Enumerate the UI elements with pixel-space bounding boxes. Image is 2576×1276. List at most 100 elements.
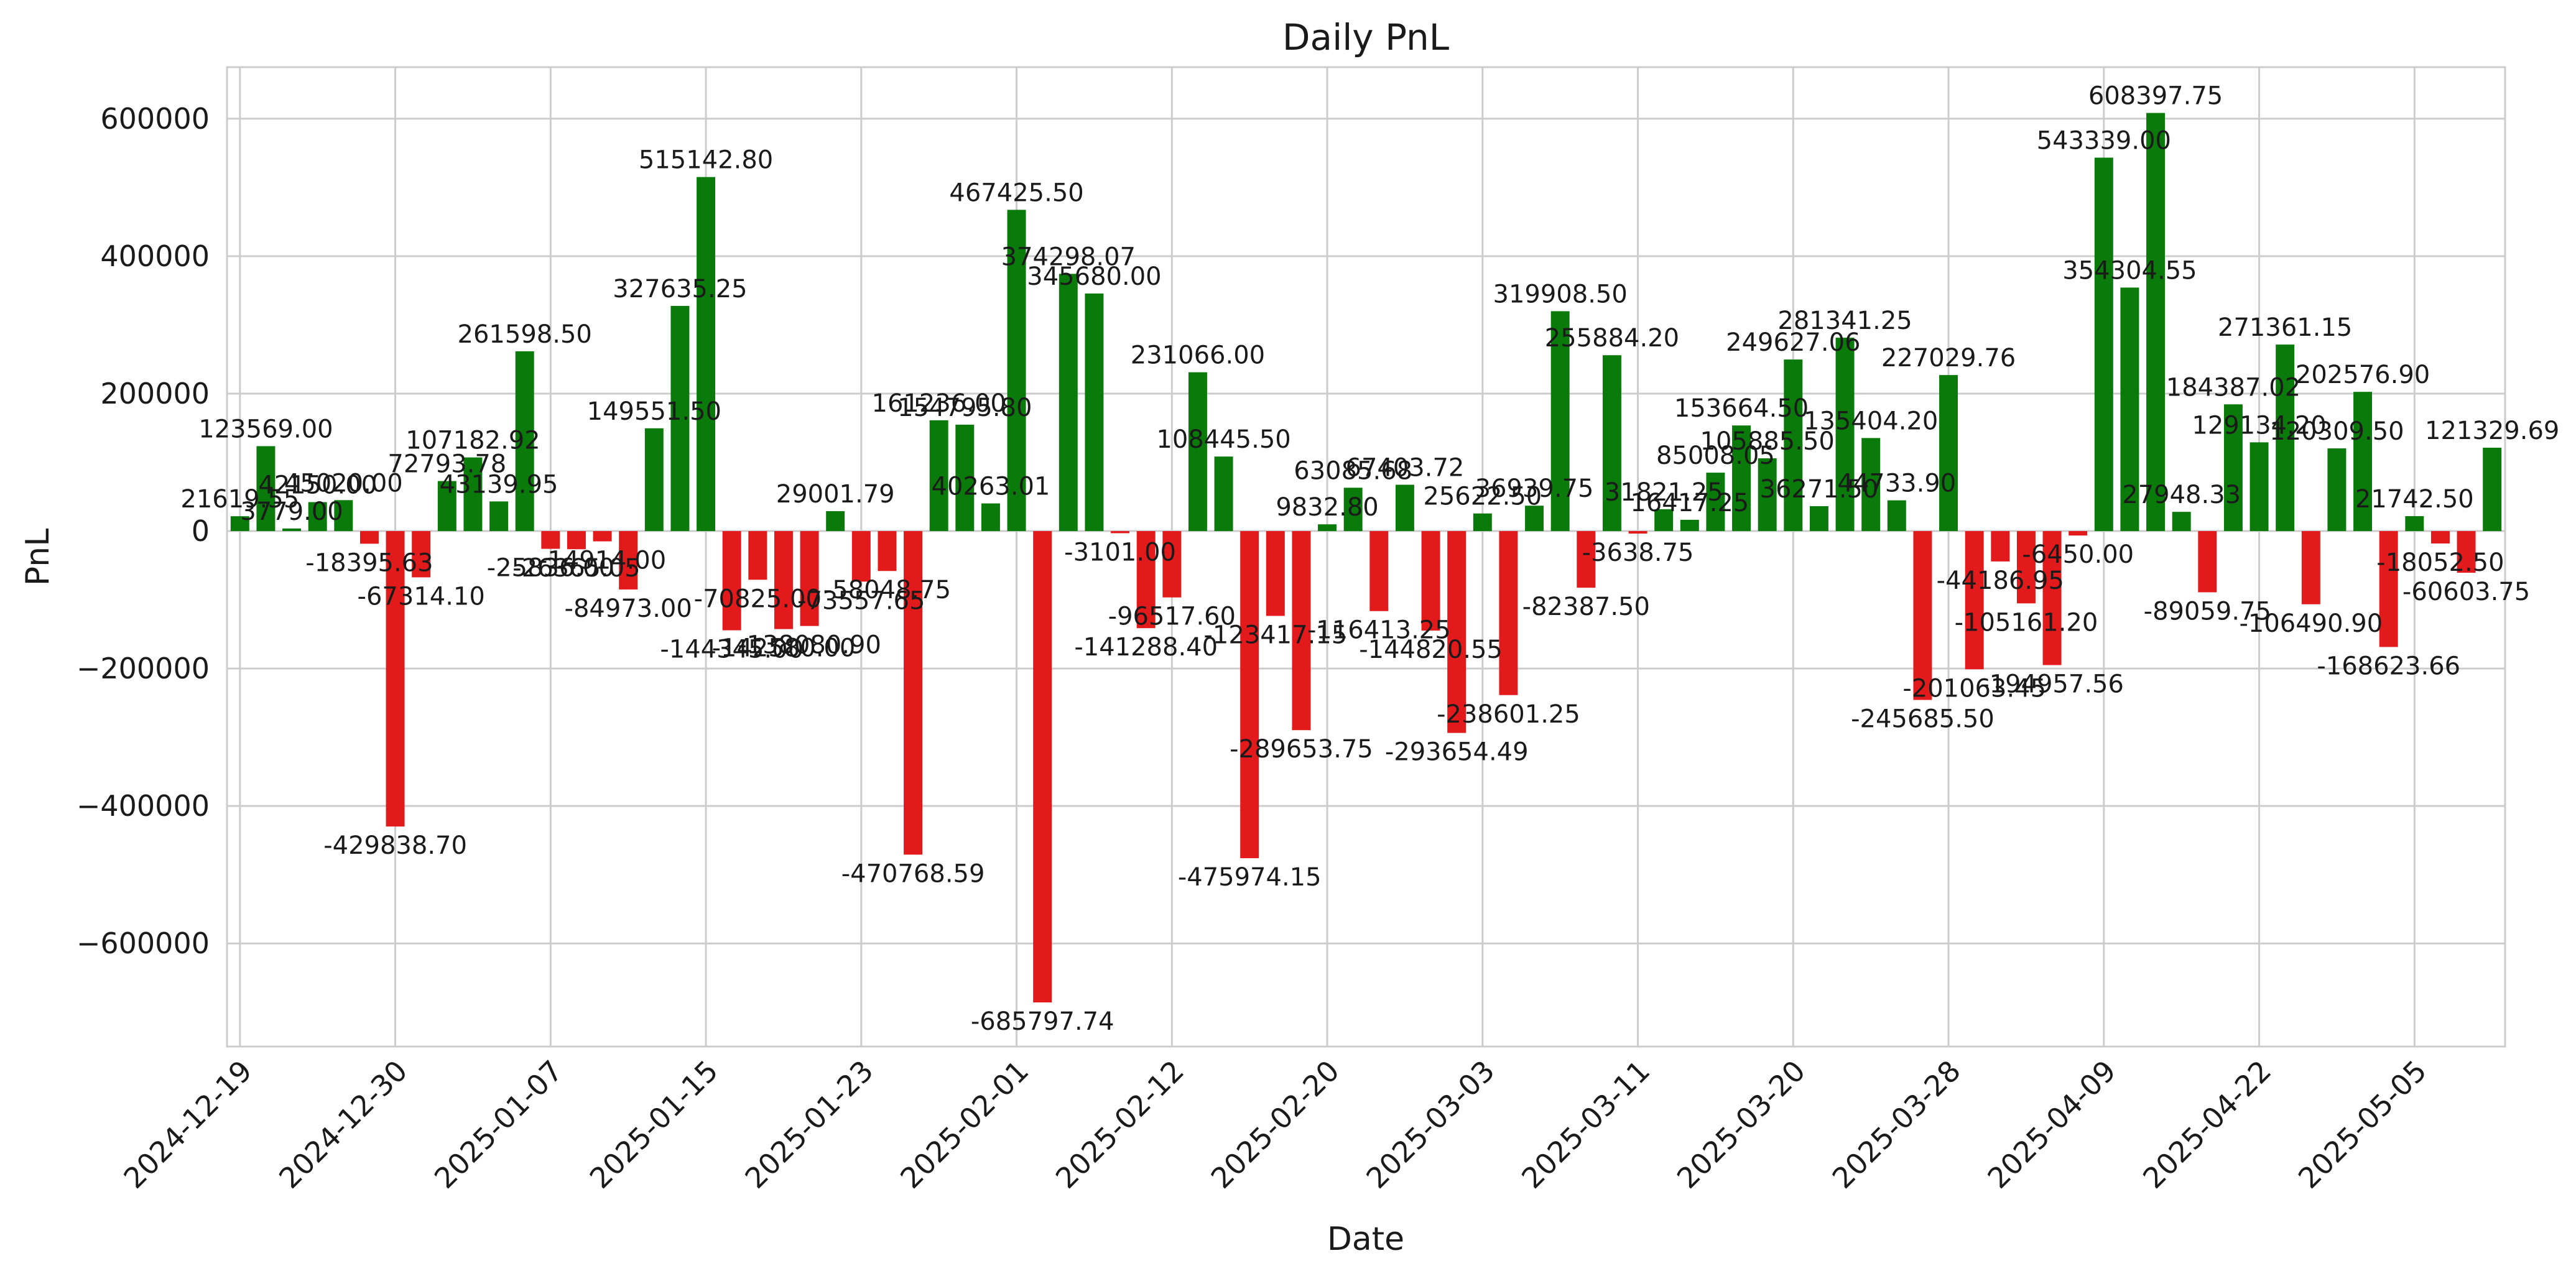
bar-value-label: -26365.05 xyxy=(512,554,640,583)
bar xyxy=(1835,338,1855,532)
bar-value-label: 31821.25 xyxy=(1605,478,1723,507)
bar-value-label: 354304.55 xyxy=(2062,256,2197,285)
bar-value-label: 63085.68 xyxy=(1294,456,1412,485)
bar-value-label: 154795.80 xyxy=(897,394,1032,422)
bar xyxy=(1085,293,1104,532)
bar-value-label: 153664.50 xyxy=(1674,394,1809,423)
bar-value-label: 21742.50 xyxy=(2355,485,2474,514)
bar xyxy=(904,531,923,855)
bar xyxy=(2223,404,2243,532)
bar xyxy=(359,531,379,544)
bar xyxy=(2120,287,2139,532)
bar-value-label: -14914.00 xyxy=(539,547,666,575)
bar xyxy=(826,511,845,532)
bar xyxy=(670,305,690,532)
bar-value-label: 135404.20 xyxy=(1804,407,1938,435)
bar xyxy=(1188,372,1207,532)
bar xyxy=(437,481,456,532)
bar xyxy=(1706,473,1725,532)
bar-value-label: -138080.90 xyxy=(738,631,881,660)
bar-value-label: 515142.80 xyxy=(639,146,773,175)
bar-value-label: 184387.02 xyxy=(2166,373,2300,402)
bar xyxy=(2249,442,2269,532)
x-axis-label: Date xyxy=(1327,1221,1404,1258)
bar-value-label: -289653.75 xyxy=(1230,735,1373,764)
data-labels: 21619.55 123569.00 3779.0042150.0045020.00… xyxy=(180,82,2559,1036)
bar-value-label: 44733.90 xyxy=(1837,469,1956,498)
bar-value-label: 29001.79 xyxy=(776,480,895,509)
bar-value-label: -67314.10 xyxy=(358,582,485,611)
bar xyxy=(2198,531,2217,593)
bar xyxy=(2353,392,2373,532)
bar xyxy=(722,531,741,631)
bar xyxy=(981,503,1000,532)
bar-value-label: -142580.00 xyxy=(712,634,856,663)
bar xyxy=(2069,531,2088,536)
chart-title: Daily PnL xyxy=(1282,16,1449,58)
bar xyxy=(256,446,276,532)
bar-value-label: -82387.50 xyxy=(1522,593,1650,621)
bar xyxy=(1266,531,1285,616)
bar-value-label: -6450.00 xyxy=(2022,540,2134,569)
bar xyxy=(1318,524,1337,532)
bar xyxy=(1473,513,1492,532)
bar-value-label: 161236.00 xyxy=(872,389,1006,418)
bar-value-label: 40263.01 xyxy=(932,473,1050,501)
bar xyxy=(1628,531,1647,534)
y-tick-label: 600000 xyxy=(100,102,210,136)
bar-value-label: -105161.20 xyxy=(1955,608,2098,637)
bar xyxy=(697,177,716,532)
bar-value-label: 467425.50 xyxy=(949,178,1083,207)
y-tick-label: 0 xyxy=(192,514,210,548)
y-axis-label: PnL xyxy=(19,529,57,586)
bar-value-label: 249627.06 xyxy=(1726,328,1860,357)
bar xyxy=(955,424,975,532)
bar xyxy=(463,457,483,532)
y-tick-label: −200000 xyxy=(76,652,210,685)
bar-value-label: -73557.65 xyxy=(797,586,925,615)
y-tick-label: −400000 xyxy=(76,789,210,823)
bar-value-label: 72793.78 xyxy=(387,450,506,479)
bar xyxy=(2430,531,2450,544)
bar-value-label: 120309.50 xyxy=(2269,417,2404,446)
bar-value-label: -144345.00 xyxy=(660,636,804,664)
bar-value-label: -3638.75 xyxy=(1582,539,1694,567)
bar-value-label: -70825.00 xyxy=(694,585,822,613)
bar xyxy=(515,351,534,532)
bar xyxy=(774,531,793,629)
bar xyxy=(1162,531,1182,598)
bar xyxy=(1887,500,1906,532)
bar xyxy=(1550,311,1570,532)
bar xyxy=(1292,531,1311,731)
bar xyxy=(412,531,431,578)
bar-value-label: 25622.50 xyxy=(1423,483,1542,511)
bar-value-label: 85008.05 xyxy=(1656,442,1775,470)
bar xyxy=(644,428,664,532)
bar-value-label: -245685.50 xyxy=(1851,705,1995,734)
bar xyxy=(2146,113,2166,532)
bar xyxy=(1033,531,1052,1003)
bar xyxy=(230,516,249,532)
bar-value-label: 202576.90 xyxy=(2296,361,2430,389)
bar xyxy=(2327,448,2347,532)
bar xyxy=(489,501,509,532)
bar-value-label: -106490.90 xyxy=(2239,609,2383,638)
y-tick-label: 400000 xyxy=(100,239,210,273)
bar xyxy=(2172,512,2191,532)
bar-value-label: 67403.72 xyxy=(1346,454,1465,483)
bar xyxy=(2276,344,2295,532)
bar xyxy=(2457,531,2476,573)
bar-value-label: 319908.50 xyxy=(1493,280,1628,308)
bar-value-label: -60603.75 xyxy=(2402,578,2530,606)
bar-value-label: -84973.00 xyxy=(565,594,692,623)
bar-value-label: -44186.95 xyxy=(1937,566,2064,595)
bar xyxy=(1680,519,1699,532)
bar-value-label: -96517.60 xyxy=(1108,603,1236,631)
bar-value-label: 129134.20 xyxy=(2192,411,2326,440)
bar-value-label: 3779.00 xyxy=(240,497,343,526)
bar xyxy=(2016,531,2036,604)
bar-value-label: 21619.55 xyxy=(180,485,299,514)
bar xyxy=(1939,375,1958,532)
bar-value-label: 121329.69 xyxy=(2425,417,2559,445)
bar xyxy=(1654,509,1674,532)
